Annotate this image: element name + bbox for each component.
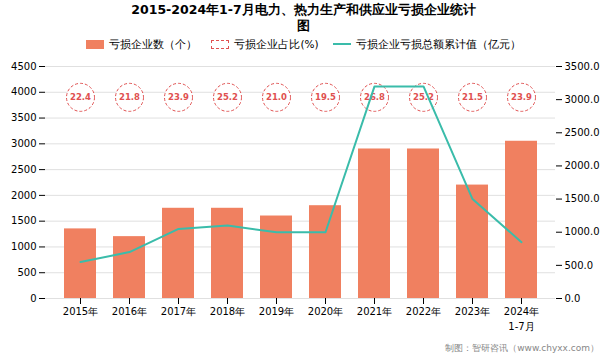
svg-text:25.2: 25.2 xyxy=(413,92,434,102)
html-text:2015-2024年1-7月电力、热力生产和供应业亏损企业统: 2015-2024年1-7月电力、热力生产和供应业亏损企业统计 xyxy=(131,2,476,17)
svg-text:1500.0: 1500.0 xyxy=(565,193,600,204)
svg-text:2019年: 2019年 xyxy=(259,306,294,317)
svg-text:2015年: 2015年 xyxy=(63,306,98,317)
svg-text:2000.0: 2000.0 xyxy=(565,160,600,171)
svg-text:2024年: 2024年 xyxy=(504,306,539,317)
svg-text:25.2: 25.2 xyxy=(217,92,238,102)
svg-text:23.9: 23.9 xyxy=(168,92,189,102)
svg-text:2000: 2000 xyxy=(11,190,36,201)
svg-text:21.5: 21.5 xyxy=(462,92,483,102)
svg-text:2500: 2500 xyxy=(11,164,36,175)
svg-text:500: 500 xyxy=(17,267,36,278)
svg-text:2023年: 2023年 xyxy=(455,306,490,317)
html-text:制图：智研咨讯（www.chyxx.com）: 制图：智研咨讯（www.chyxx.com） xyxy=(445,343,599,353)
svg-text:1-7月: 1-7月 xyxy=(508,321,534,332)
svg-text:0: 0 xyxy=(30,293,36,304)
svg-text:23.9: 23.9 xyxy=(511,92,532,102)
svg-text:21.8: 21.8 xyxy=(119,92,140,102)
html-text:亏损企业亏损总额累计值（亿元）: 亏损企业亏损总额累计值（亿元） xyxy=(355,38,521,50)
html-text:亏损企业占比(%): 亏损企业占比(%) xyxy=(234,38,319,50)
svg-text:1000.0: 1000.0 xyxy=(565,226,600,237)
svg-text:3000.0: 3000.0 xyxy=(565,94,600,105)
svg-text:4000: 4000 xyxy=(11,86,36,97)
svg-text:2500.0: 2500.0 xyxy=(565,127,600,138)
svg-text:2017年: 2017年 xyxy=(161,306,196,317)
svg-text:4500: 4500 xyxy=(11,61,36,72)
svg-text:500.0: 500.0 xyxy=(565,260,594,271)
svg-text:2021年: 2021年 xyxy=(357,306,392,317)
html-text:亏损企业数（个）: 亏损企业数（个） xyxy=(109,38,198,50)
svg-text:19.5: 19.5 xyxy=(315,92,336,102)
svg-text:0.0: 0.0 xyxy=(565,293,581,304)
svg-text:1000: 1000 xyxy=(11,241,36,252)
svg-text:2022年: 2022年 xyxy=(406,306,441,317)
svg-text:2018年: 2018年 xyxy=(210,306,245,317)
svg-text:2016年: 2016年 xyxy=(112,306,147,317)
html-text:图: 图 xyxy=(297,18,310,33)
svg-text:21.0: 21.0 xyxy=(266,92,287,102)
svg-text:1500: 1500 xyxy=(11,215,36,226)
svg-text:2020年: 2020年 xyxy=(308,306,343,317)
svg-text:26.8: 26.8 xyxy=(364,92,385,102)
svg-text:22.4: 22.4 xyxy=(70,92,91,102)
svg-text:3500: 3500 xyxy=(11,112,36,123)
svg-text:3500.0: 3500.0 xyxy=(565,61,600,72)
svg-text:3000: 3000 xyxy=(11,138,36,149)
